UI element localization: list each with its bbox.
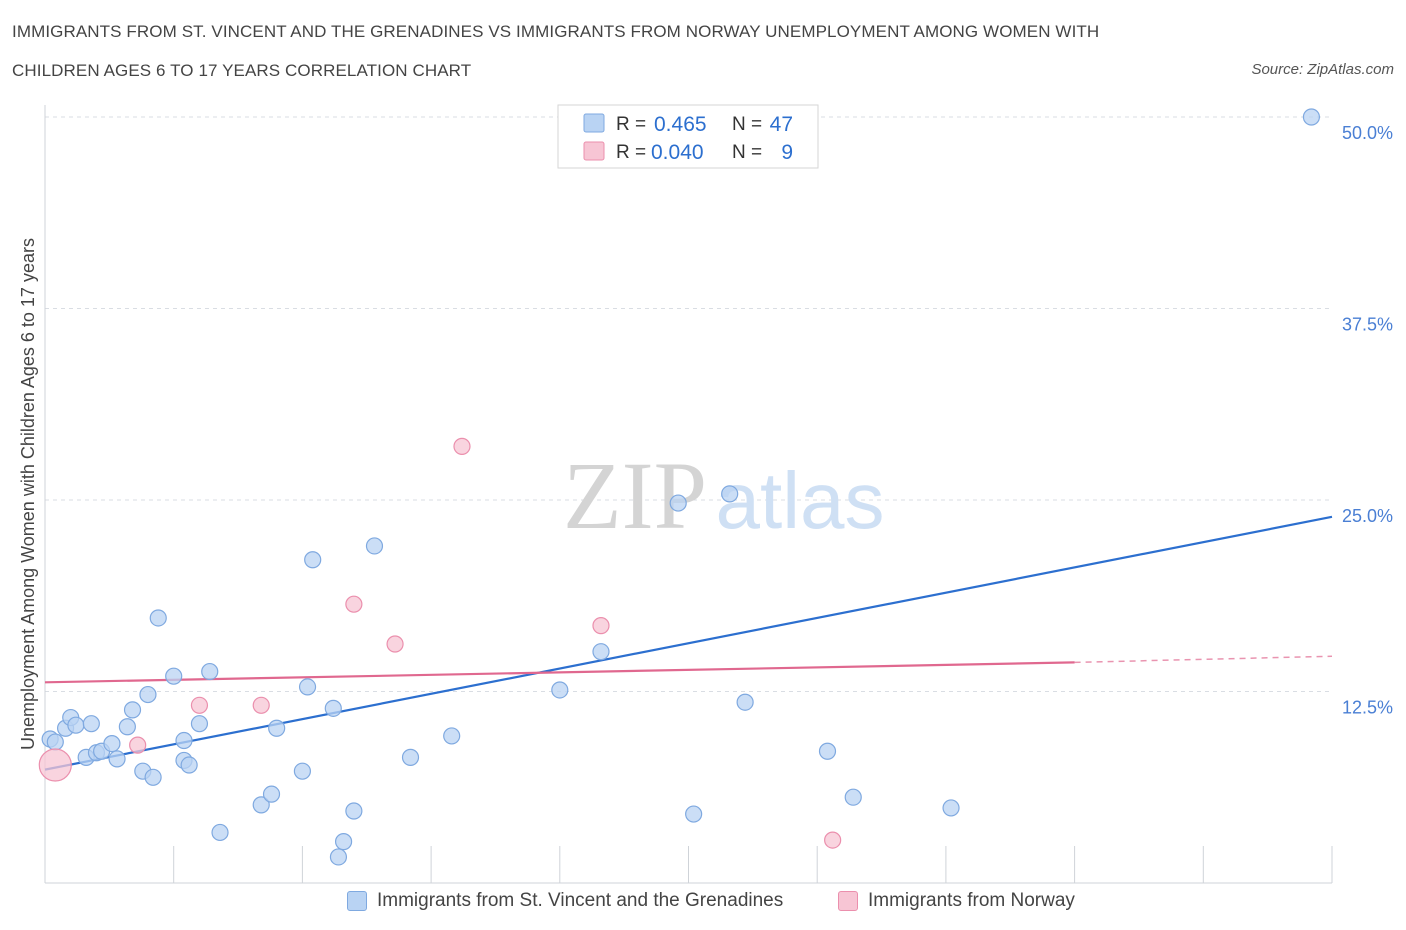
legend-item-norway: Immigrants from Norway [838, 890, 1075, 912]
point-blue [123, 701, 142, 719]
trend-lines [44, 515, 1333, 771]
point-pink [592, 617, 610, 635]
point-blue [298, 678, 317, 696]
legend-r-label: R = [616, 114, 646, 135]
y-tick-label: 50.0% [1342, 123, 1393, 143]
point-blue [551, 681, 569, 699]
legend-r-label: R = [616, 142, 646, 163]
point-blue [818, 742, 837, 760]
point-blue [329, 848, 348, 866]
series-legend: Immigrants from St. Vincent and the Gren… [0, 890, 1406, 916]
point-blue [324, 699, 342, 717]
legend-r-value: 0.465 [654, 113, 707, 136]
watermark: ZIP atlas [563, 442, 884, 549]
point-blue [144, 768, 162, 786]
point-blue [345, 802, 363, 820]
legend-swatch-pink [838, 891, 858, 911]
legend-swatch-blue [583, 113, 605, 133]
scatter-chart: ZIP atlas 12.5%25.0%37.5%50.0%0.0%2.5% U… [18, 104, 1393, 884]
chart-title-line-1: IMMIGRANTS FROM ST. VINCENT AND THE GREN… [12, 22, 1100, 41]
point-pink [190, 696, 209, 714]
trend-line-pink [44, 661, 1075, 684]
y-tick-label: 25.0% [1342, 506, 1393, 526]
y-tick-label: 37.5% [1342, 315, 1393, 335]
trend-extension-pink [1074, 655, 1333, 664]
correlation-legend: R = 0.465 N = 47 R = 0.040 N = 9 [557, 104, 819, 169]
point-blue [736, 693, 754, 711]
legend-n-value: 47 [770, 113, 793, 136]
point-blue [844, 788, 862, 806]
trend-line-blue [44, 515, 1333, 771]
point-blue [721, 485, 739, 503]
point-blue [46, 733, 64, 751]
legend-swatch-pink [583, 141, 605, 161]
point-blue [211, 823, 229, 842]
point-blue [669, 494, 687, 512]
y-axis-label: Unemployment Among Women with Children A… [18, 238, 38, 750]
point-pink [129, 736, 147, 754]
point-blue [139, 685, 157, 704]
point-blue [401, 748, 420, 766]
point-pink [252, 696, 270, 714]
point-pink [38, 748, 72, 782]
point-blue [592, 643, 610, 661]
legend-swatch-blue [347, 891, 367, 911]
source-credit: Source: ZipAtlas.com [1251, 61, 1394, 78]
watermark-atlas: atlas [716, 456, 885, 545]
data-points [38, 108, 1321, 866]
legend-n-label: N = [732, 114, 762, 135]
point-blue [365, 537, 384, 555]
point-blue [180, 756, 198, 774]
point-blue [67, 716, 85, 734]
point-blue [190, 715, 209, 733]
point-blue [175, 731, 193, 750]
point-pink [453, 437, 471, 455]
chart-title-line-2: CHILDREN AGES 6 TO 17 YEARS CORRELATION … [12, 61, 472, 80]
point-blue [252, 796, 270, 814]
tick-labels: 12.5%25.0%37.5%50.0%0.0%2.5% [1342, 123, 1393, 718]
watermark-zip: ZIP [563, 442, 707, 549]
legend-n-label: N = [732, 142, 762, 163]
legend-r-value: 0.040 [651, 141, 704, 164]
y-tick-label: 12.5% [1342, 698, 1393, 718]
point-blue [443, 727, 461, 745]
legend-item-st-vincent: Immigrants from St. Vincent and the Gren… [347, 890, 783, 912]
point-blue [293, 762, 311, 780]
point-blue [1302, 108, 1321, 126]
point-blue [334, 833, 353, 851]
legend-n-value: 9 [781, 141, 793, 164]
point-blue [268, 719, 286, 737]
point-blue [201, 662, 219, 681]
legend-label-norway: Immigrants from Norway [868, 890, 1075, 911]
point-blue [149, 609, 167, 627]
point-blue [942, 799, 960, 817]
point-pink [824, 831, 842, 849]
point-blue [165, 667, 183, 685]
legend-label-st-vincent: Immigrants from St. Vincent and the Gren… [377, 890, 784, 911]
point-pink [386, 635, 404, 653]
point-blue [262, 785, 281, 803]
point-blue [108, 750, 126, 768]
point-blue [304, 551, 322, 569]
point-blue [118, 718, 136, 736]
point-blue [103, 734, 121, 753]
point-blue [82, 715, 100, 733]
point-pink [345, 595, 363, 613]
point-blue [685, 805, 703, 823]
grid-lines [45, 116, 1332, 692]
